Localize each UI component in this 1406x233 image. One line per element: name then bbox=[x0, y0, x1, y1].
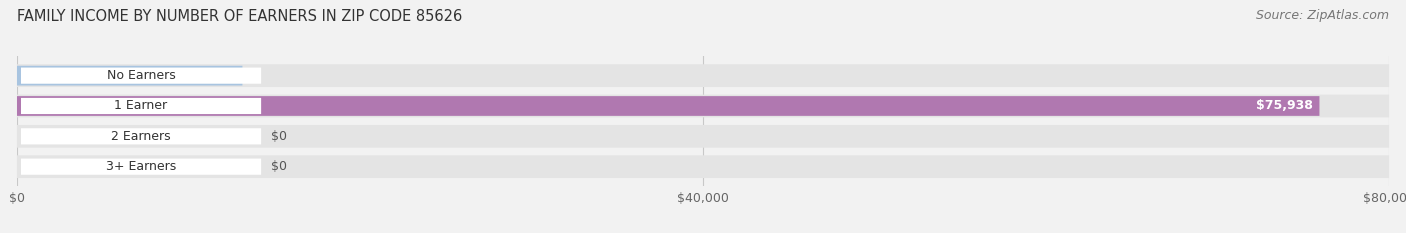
Text: 1 Earner: 1 Earner bbox=[114, 99, 167, 113]
Text: $13,150: $13,150 bbox=[179, 69, 236, 82]
FancyBboxPatch shape bbox=[17, 66, 242, 86]
FancyBboxPatch shape bbox=[21, 98, 262, 114]
Text: 2 Earners: 2 Earners bbox=[111, 130, 172, 143]
FancyBboxPatch shape bbox=[21, 128, 262, 144]
FancyBboxPatch shape bbox=[21, 68, 262, 84]
FancyBboxPatch shape bbox=[17, 125, 1389, 148]
Text: $0: $0 bbox=[271, 160, 287, 173]
Text: $75,938: $75,938 bbox=[1256, 99, 1313, 113]
Text: Source: ZipAtlas.com: Source: ZipAtlas.com bbox=[1256, 9, 1389, 22]
FancyBboxPatch shape bbox=[17, 96, 1319, 116]
Text: 3+ Earners: 3+ Earners bbox=[105, 160, 176, 173]
FancyBboxPatch shape bbox=[17, 64, 1389, 87]
Text: FAMILY INCOME BY NUMBER OF EARNERS IN ZIP CODE 85626: FAMILY INCOME BY NUMBER OF EARNERS IN ZI… bbox=[17, 9, 463, 24]
FancyBboxPatch shape bbox=[17, 155, 1389, 178]
FancyBboxPatch shape bbox=[17, 95, 1389, 117]
Text: No Earners: No Earners bbox=[107, 69, 176, 82]
FancyBboxPatch shape bbox=[21, 159, 262, 175]
Text: $0: $0 bbox=[271, 130, 287, 143]
